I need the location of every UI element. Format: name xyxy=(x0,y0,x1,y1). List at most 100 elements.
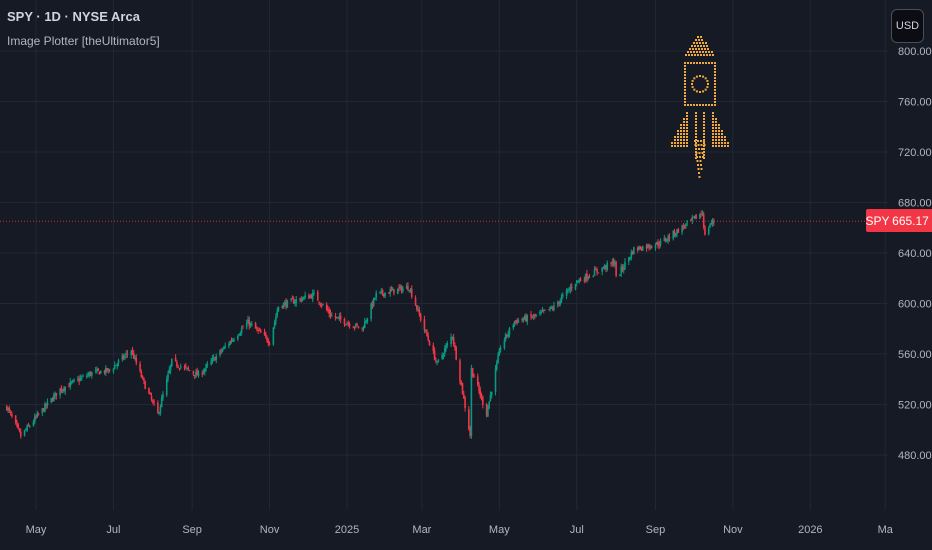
candle-body xyxy=(231,339,234,342)
candle-body xyxy=(51,399,54,401)
candle-body xyxy=(454,344,456,348)
candle-body xyxy=(550,307,553,309)
candle-body xyxy=(578,279,581,283)
candle-body xyxy=(268,343,271,345)
candle-body xyxy=(91,371,93,376)
rocket-dot xyxy=(721,133,723,135)
candle-body xyxy=(309,295,311,298)
y-tick-label: 600.00 xyxy=(898,299,932,311)
candle-body xyxy=(683,226,686,228)
rocket-dot xyxy=(688,54,690,56)
rocket-dot xyxy=(727,145,729,147)
rocket-dot xyxy=(697,54,699,56)
candle-body xyxy=(515,320,517,322)
rocket-image-plot xyxy=(671,36,729,178)
rocket-dot xyxy=(712,54,714,56)
candle-body xyxy=(134,357,136,359)
rocket-dot xyxy=(684,86,686,88)
rocket-dot xyxy=(689,48,691,50)
candle-body xyxy=(356,324,358,326)
candle-body xyxy=(117,360,120,364)
candle-body xyxy=(558,301,560,304)
rocket-dot xyxy=(683,118,685,120)
candle-body xyxy=(325,304,328,310)
rocket-dot xyxy=(712,139,714,141)
candle-body xyxy=(407,285,409,291)
candle-body xyxy=(423,318,426,330)
candle-body xyxy=(560,297,563,302)
candle-body xyxy=(77,378,79,381)
indicator-legend[interactable]: Image Plotter [theUltimator5] xyxy=(7,34,160,48)
candle-body xyxy=(534,313,536,316)
rocket-dot xyxy=(686,130,688,132)
rocket-dot xyxy=(714,80,716,82)
candle-body xyxy=(55,392,58,397)
rocket-dot xyxy=(683,127,685,129)
candle-body xyxy=(568,289,570,291)
candle-body xyxy=(471,368,474,376)
candle-body xyxy=(105,367,107,374)
candle-body xyxy=(122,355,125,359)
candle-body xyxy=(72,380,74,383)
x-tick-label: Nov xyxy=(260,524,280,536)
candle-body xyxy=(375,292,377,298)
candle-body xyxy=(245,323,248,328)
rocket-dot xyxy=(703,151,705,153)
rocket-dot xyxy=(703,54,705,56)
candle-body xyxy=(595,269,597,271)
candle-body xyxy=(165,378,168,396)
rocket-dot xyxy=(686,121,688,123)
candle-body xyxy=(167,373,169,380)
candle-body xyxy=(593,269,596,276)
rocket-dot xyxy=(703,130,705,132)
rocket-dot xyxy=(683,136,685,138)
candle-body xyxy=(42,408,45,412)
rocket-dot xyxy=(703,124,705,126)
candle-body xyxy=(384,292,386,297)
rocket-dot xyxy=(721,139,723,141)
rocket-dot xyxy=(683,121,685,123)
candle-body xyxy=(610,262,612,264)
rocket-dot xyxy=(700,140,702,142)
rocket-dot xyxy=(686,139,688,141)
candle-body xyxy=(132,352,135,359)
candle-body xyxy=(44,404,46,413)
candle-body xyxy=(567,289,569,291)
rocket-dot xyxy=(704,77,707,80)
candle-body xyxy=(647,244,649,248)
candle-body xyxy=(692,216,695,218)
currency-button[interactable]: USD xyxy=(891,9,924,43)
candle-body xyxy=(160,398,163,408)
candle-body xyxy=(35,416,37,418)
candle-body xyxy=(285,301,287,307)
candlestick-series xyxy=(6,210,715,439)
rocket-dot xyxy=(718,139,720,141)
rocket-dot xyxy=(691,86,694,89)
candle-body xyxy=(195,371,197,377)
y-tick-label: 760.00 xyxy=(898,97,932,109)
candle-body xyxy=(322,304,324,306)
candle-body xyxy=(23,430,26,436)
x-tick-label: Jul xyxy=(570,524,584,536)
candle-body xyxy=(238,334,240,336)
candle-body xyxy=(559,300,562,305)
rocket-dot xyxy=(706,45,708,47)
rocket-dot xyxy=(702,90,705,93)
rocket-dot xyxy=(697,144,700,146)
rocket-dot xyxy=(684,92,686,94)
rocket-dot xyxy=(706,86,709,89)
candle-body xyxy=(654,245,657,249)
candle-body xyxy=(52,395,55,401)
candle-body xyxy=(69,381,72,387)
candle-body xyxy=(405,286,408,289)
candle-body xyxy=(391,288,394,291)
rocket-dot xyxy=(680,139,682,141)
candle-body xyxy=(400,286,403,292)
candle-body xyxy=(176,361,178,367)
rocket-dot xyxy=(690,62,692,64)
candle-body xyxy=(361,327,364,329)
symbol-title[interactable]: SPY · 1D · NYSE Arca xyxy=(7,9,140,24)
candle-body xyxy=(569,287,572,290)
candle-body xyxy=(648,245,650,248)
